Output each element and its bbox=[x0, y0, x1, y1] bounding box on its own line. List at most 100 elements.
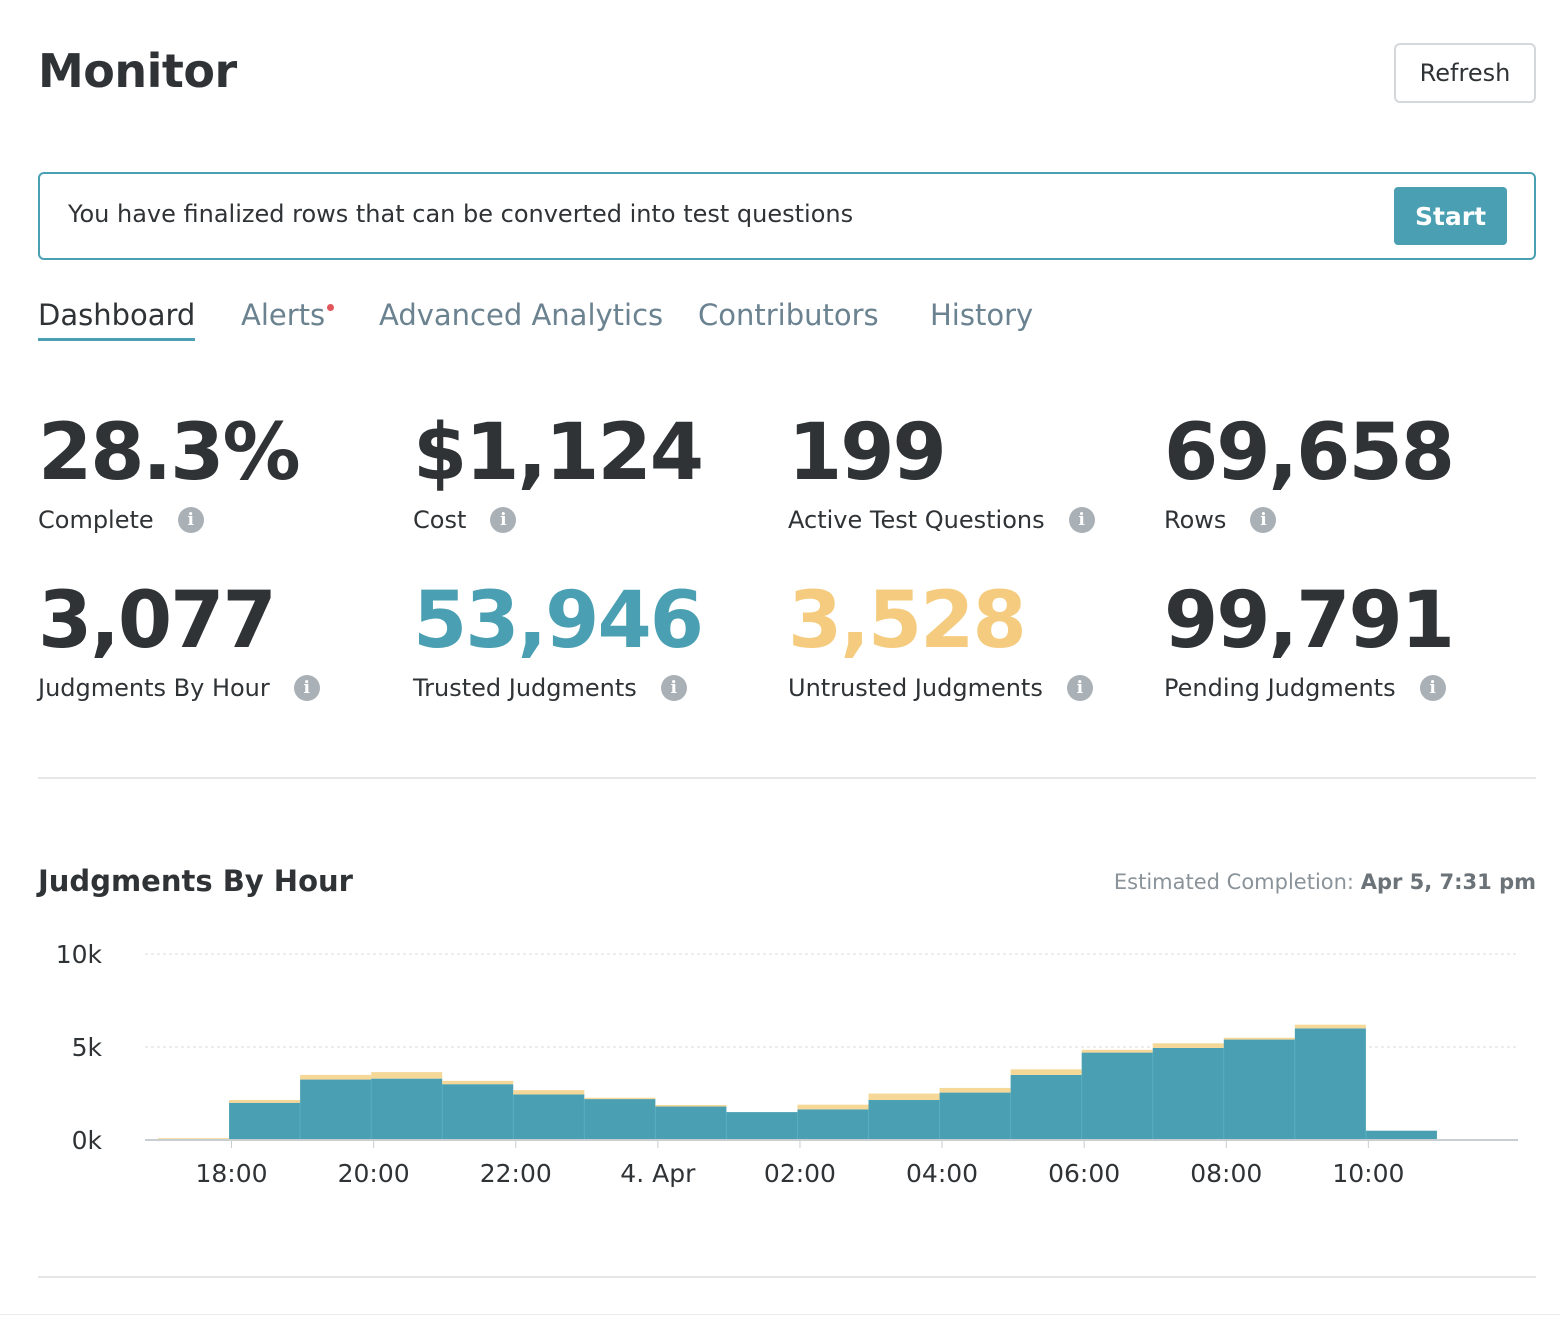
bar-trusted[interactable] bbox=[939, 1092, 1011, 1140]
x-tick-label: 10:00 bbox=[1332, 1159, 1404, 1188]
metric-value: 53,946 bbox=[413, 576, 704, 666]
x-tick-label: 06:00 bbox=[1048, 1159, 1120, 1188]
metric-value: $1,124 bbox=[413, 408, 704, 498]
info-icon[interactable]: i bbox=[1419, 675, 1446, 701]
x-tick-label: 22:00 bbox=[480, 1159, 552, 1188]
y-tick-label: 0k bbox=[72, 1126, 103, 1155]
tab-label: History bbox=[930, 298, 1034, 332]
metric-label: Cost bbox=[413, 506, 467, 534]
page-title: Monitor bbox=[38, 44, 237, 98]
bar-untrusted[interactable] bbox=[229, 1100, 301, 1103]
bar-trusted[interactable] bbox=[655, 1106, 727, 1140]
bar-untrusted[interactable] bbox=[1010, 1069, 1082, 1075]
bar-untrusted[interactable] bbox=[513, 1090, 585, 1095]
x-tick-label: 4. Apr bbox=[620, 1159, 696, 1188]
bar-trusted[interactable] bbox=[300, 1079, 372, 1140]
metric-cost: $1,124 Cost i bbox=[413, 408, 704, 534]
x-tick-label: 04:00 bbox=[906, 1159, 978, 1188]
tab-dashboard[interactable]: Dashboard bbox=[38, 298, 196, 341]
metric-label-row: Active Test Questions i bbox=[788, 506, 1095, 534]
metric-label-row: Untrusted Judgments i bbox=[788, 674, 1093, 702]
bar-trusted[interactable] bbox=[1294, 1028, 1366, 1140]
bar-trusted[interactable] bbox=[584, 1099, 656, 1140]
footer-divider bbox=[0, 1314, 1560, 1315]
metric-value: 199 bbox=[788, 408, 947, 498]
info-icon[interactable]: i bbox=[293, 675, 320, 701]
bar-untrusted[interactable] bbox=[1223, 1037, 1295, 1040]
tab-history[interactable]: History bbox=[930, 298, 1033, 338]
bar-trusted[interactable] bbox=[513, 1094, 585, 1140]
metric-label-row: Judgments By Hour i bbox=[38, 674, 320, 702]
x-tick-label: 02:00 bbox=[764, 1159, 836, 1188]
bar-trusted[interactable] bbox=[442, 1084, 514, 1140]
bar-untrusted[interactable] bbox=[584, 1097, 656, 1100]
bar-untrusted[interactable] bbox=[371, 1072, 443, 1079]
banner-message: You have finalized rows that can be conv… bbox=[68, 200, 854, 228]
bar-untrusted[interactable] bbox=[300, 1074, 372, 1080]
metric-judgments-by-hour: 3,077 Judgments By Hour i bbox=[38, 582, 320, 702]
tab-advanced-analytics[interactable]: Advanced Analytics bbox=[379, 298, 663, 338]
bar-untrusted[interactable] bbox=[939, 1087, 1011, 1093]
metric-label: Judgments By Hour bbox=[38, 674, 270, 702]
bar-untrusted[interactable] bbox=[442, 1080, 514, 1085]
bar-untrusted[interactable] bbox=[1081, 1049, 1153, 1053]
metric-complete: 28.3% Complete i bbox=[38, 408, 301, 534]
metric-value: 28.3% bbox=[38, 408, 301, 498]
alert-dot-icon bbox=[327, 304, 335, 311]
bar-untrusted[interactable] bbox=[655, 1105, 727, 1107]
tab-label: Dashboard bbox=[38, 298, 196, 332]
estimated-completion-label: Estimated Completion: bbox=[1113, 870, 1361, 894]
y-tick-label: 5k bbox=[72, 1033, 103, 1062]
bar-untrusted[interactable] bbox=[797, 1104, 869, 1110]
metric-label: Rows bbox=[1164, 506, 1227, 534]
bar-trusted[interactable] bbox=[1081, 1052, 1153, 1140]
tab-label: Contributors bbox=[698, 298, 879, 332]
x-tick-label: 08:00 bbox=[1190, 1159, 1262, 1188]
metric-label-row: Trusted Judgments i bbox=[413, 674, 702, 702]
bar-trusted[interactable] bbox=[1223, 1039, 1295, 1140]
bar-trusted[interactable] bbox=[868, 1100, 940, 1140]
info-icon[interactable]: i bbox=[660, 675, 687, 701]
metric-label: Untrusted Judgments bbox=[788, 674, 1043, 702]
metric-value: 99,791 bbox=[1164, 576, 1455, 666]
info-icon[interactable]: i bbox=[1068, 507, 1095, 533]
bar-trusted[interactable] bbox=[229, 1102, 301, 1140]
info-icon[interactable]: i bbox=[177, 507, 204, 533]
judgments-by-hour-chart: 0k 5k 10k 18:00 20:00 22:00 4. Apr 02:00 04:00 06… bbox=[56, 940, 1518, 1188]
bar-trusted[interactable] bbox=[1152, 1047, 1224, 1140]
metric-value: 69,658 bbox=[1164, 408, 1455, 498]
metric-value: 3,528 bbox=[788, 576, 1027, 666]
bar-untrusted[interactable] bbox=[158, 1138, 230, 1140]
start-button[interactable]: Start bbox=[1394, 187, 1507, 245]
chart-grid bbox=[145, 953, 1518, 1048]
bar-trusted[interactable] bbox=[1010, 1074, 1082, 1140]
metric-label-row: Rows i bbox=[1164, 506, 1453, 534]
info-icon[interactable]: i bbox=[490, 507, 517, 533]
info-icon[interactable]: i bbox=[1250, 507, 1277, 533]
metric-label-row: Pending Judgments i bbox=[1164, 674, 1453, 702]
bar-untrusted[interactable] bbox=[1294, 1024, 1366, 1029]
bar-untrusted[interactable] bbox=[1152, 1043, 1224, 1048]
tab-bar: Dashboard Alerts Advanced Analytics Cont… bbox=[38, 298, 1238, 348]
metric-label: Complete bbox=[38, 506, 154, 534]
y-tick-label: 10k bbox=[56, 940, 103, 969]
bar-untrusted[interactable] bbox=[868, 1093, 940, 1101]
tab-alerts[interactable]: Alerts bbox=[241, 298, 335, 338]
metric-pending-judgments: 99,791 Pending Judgments i bbox=[1164, 576, 1455, 702]
metric-label-row: Cost i bbox=[413, 506, 702, 534]
section-divider bbox=[38, 777, 1536, 779]
metric-label: Active Test Questions bbox=[788, 506, 1045, 534]
bar-trusted[interactable] bbox=[1365, 1130, 1437, 1140]
metric-untrusted-judgments: 3,528 Untrusted Judgments i bbox=[788, 582, 1093, 702]
estimated-completion: Estimated Completion: Apr 5, 7:31 pm bbox=[1114, 870, 1536, 894]
tab-contributors[interactable]: Contributors bbox=[698, 298, 879, 338]
bar-trusted[interactable] bbox=[371, 1078, 443, 1140]
bar-trusted[interactable] bbox=[726, 1112, 798, 1140]
chart-axes: 0k 5k 10k 18:00 20:00 22:00 4. Apr 02:00 04:00 06… bbox=[56, 940, 1518, 1188]
chart-title: Judgments By Hour bbox=[38, 864, 353, 898]
x-tick-label: 20:00 bbox=[338, 1159, 410, 1188]
refresh-button[interactable]: Refresh bbox=[1394, 43, 1536, 103]
bar-trusted[interactable] bbox=[797, 1109, 869, 1140]
bottom-divider bbox=[38, 1276, 1536, 1278]
info-icon[interactable]: i bbox=[1066, 675, 1093, 701]
